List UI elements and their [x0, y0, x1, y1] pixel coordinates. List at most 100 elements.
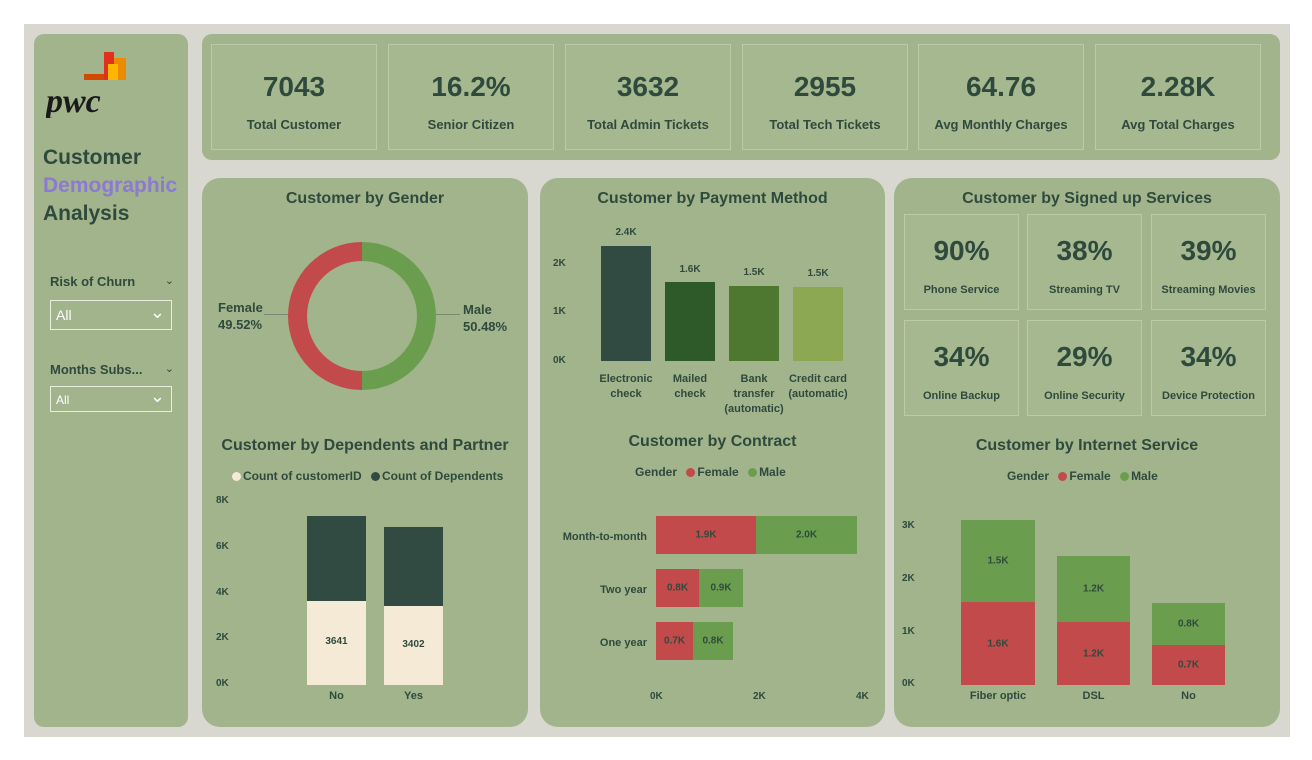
service-value: 29% [1056, 341, 1113, 372]
sidebar: pwc Customer Demographic Analysis Risk o… [34, 34, 188, 727]
kpi-card-avg-monthly: 64.76 Avg Monthly Charges [918, 44, 1084, 150]
bar-label: 2.4K [615, 227, 637, 238]
y-tick: 1K [553, 306, 566, 317]
service-value: 34% [933, 341, 990, 372]
y-tick: 2K [553, 258, 566, 269]
x-tick: 0K [650, 691, 663, 702]
bar-no-female: 0.7K [1152, 645, 1225, 685]
x-category-line: (automatic) [788, 388, 848, 400]
dropdown-value: All [56, 307, 72, 323]
x-category-line: check [610, 388, 642, 400]
service-card-streaming-tv: 38% Streaming TV [1027, 214, 1142, 310]
x-tick: 2K [753, 691, 766, 702]
legend-dot-male [748, 468, 758, 477]
kpi-label: Total Tech Tickets [769, 117, 881, 132]
bar-no-dependents [307, 516, 366, 601]
filter-months-subscribed: Months Subs... ⌄ All ⌄ [50, 362, 174, 412]
bar-label: 1.6K [987, 638, 1009, 649]
gender-chart-title: Customer by Gender [285, 190, 445, 207]
bar-yes-customer [384, 606, 443, 685]
x-category: Fiber optic [969, 690, 1027, 702]
hbar-month-female: 1.9K [656, 516, 756, 554]
legend-label: Female [697, 465, 739, 479]
x-category-line: Mailed [672, 373, 708, 385]
x-category: DSL [1082, 690, 1105, 702]
panel-services-internet: Customer by Signed up Services 90% Phone … [894, 178, 1280, 727]
y-tick: 2K [902, 573, 915, 584]
male-label-text: Male [463, 302, 492, 317]
bar-label: 0.7K [663, 635, 686, 647]
y-tick: 6K [216, 541, 229, 552]
legend-dot-female [1058, 472, 1068, 481]
sidebar-title-line1: Customer [43, 146, 142, 169]
kpi-label: Total Admin Tickets [587, 117, 709, 132]
hbar-twoyear-female: 0.8K [656, 569, 699, 607]
kpi-label: Senior Citizen [427, 117, 515, 132]
x-category-line: Electronic [599, 373, 653, 385]
y-tick: 2K [216, 632, 229, 643]
service-card-online-security: 29% Online Security [1027, 320, 1142, 416]
legend-label: Male [1131, 469, 1158, 483]
bar-yes-dependents [384, 527, 443, 606]
x-category: No [1181, 690, 1196, 702]
female-label-text: Female [218, 300, 263, 315]
bar-label: 0.7K [1177, 659, 1200, 671]
legend-label: Male [759, 465, 786, 479]
contract-chart-title: Customer by Contract [628, 433, 797, 450]
kpi-value: 16.2% [431, 71, 511, 102]
service-value: 39% [1180, 235, 1237, 266]
kpi-card-avg-total: 2.28K Avg Total Charges [1095, 44, 1261, 150]
x-category-line: (automatic) [724, 403, 784, 415]
bar-dsl-male: 1.2K [1057, 556, 1130, 622]
x-category-line: transfer [733, 388, 775, 400]
legend-dot-dependents [371, 472, 381, 481]
legend-dot-customer [232, 472, 241, 481]
bar-label: 1.5K [807, 268, 829, 279]
service-card-phone: 90% Phone Service [904, 214, 1019, 310]
bar-mailed-check [665, 282, 715, 361]
internet-chart-title: Customer by Internet Service [975, 437, 1199, 454]
donut-slice-female [288, 242, 362, 390]
kpi-card-senior-citizen: 16.2% Senior Citizen [388, 44, 554, 150]
kpi-label: Avg Monthly Charges [934, 117, 1068, 132]
hbar-oneyear-female: 0.7K [656, 622, 693, 660]
gender-donut-chart [288, 242, 436, 390]
service-card-streaming-movies: 39% Streaming Movies [1151, 214, 1266, 310]
chevron-down-icon[interactable]: ⌄ [164, 275, 174, 287]
dependents-legend: Count of customerID Count of Dependents [232, 469, 503, 483]
bar-no-customer [307, 601, 366, 685]
gender-female-label: Female 49.52% [218, 299, 263, 333]
filter-risk-of-churn: Risk of Churn ⌄ All ⌄ [50, 274, 174, 330]
gender-male-label: Male 50.48% [463, 301, 507, 335]
bar-fiber-male: 1.5K [961, 520, 1035, 602]
service-value: 34% [1180, 341, 1237, 372]
chevron-down-icon[interactable]: ⌄ [164, 363, 174, 375]
bar-label: 0.9K [710, 582, 732, 594]
y-tick: 0K [553, 355, 566, 366]
y-tick: 0K [216, 678, 229, 689]
dependents-chart-title: Customer by Dependents and Partner [221, 437, 509, 454]
legend-dot-male [1120, 472, 1130, 481]
kpi-value: 64.76 [965, 71, 1037, 102]
female-value-text: 49.52% [218, 317, 263, 332]
risk-of-churn-dropdown[interactable]: All ⌄ [50, 300, 172, 330]
bar-label: 3641 [325, 636, 348, 647]
kpi-card-tech-tickets: 2955 Total Tech Tickets [742, 44, 908, 150]
y-tick: 1K [902, 626, 915, 637]
chevron-down-icon: ⌄ [149, 386, 165, 406]
y-category: Month-to-month [562, 531, 647, 543]
kpi-card-total-customer: 7043 Total Customer [211, 44, 377, 150]
pwc-logo: pwc [46, 52, 126, 118]
legend-title: Gender [635, 465, 678, 479]
bar-label: 2.0K [795, 529, 818, 541]
hbar-oneyear-male: 0.8K [693, 622, 733, 660]
months-subscribed-dropdown[interactable]: All ⌄ [50, 386, 172, 412]
x-category: Electronic check [591, 372, 661, 402]
filter-months-label: Months Subs... [50, 362, 143, 377]
bar-label: 1.9K [695, 529, 717, 541]
kpi-value: 2955 [793, 71, 857, 102]
bar-label: 1.6K [679, 264, 701, 275]
hbar-month-male: 2.0K [756, 516, 857, 554]
bar-label: 0.8K [666, 582, 689, 594]
dropdown-value: All [56, 393, 70, 407]
